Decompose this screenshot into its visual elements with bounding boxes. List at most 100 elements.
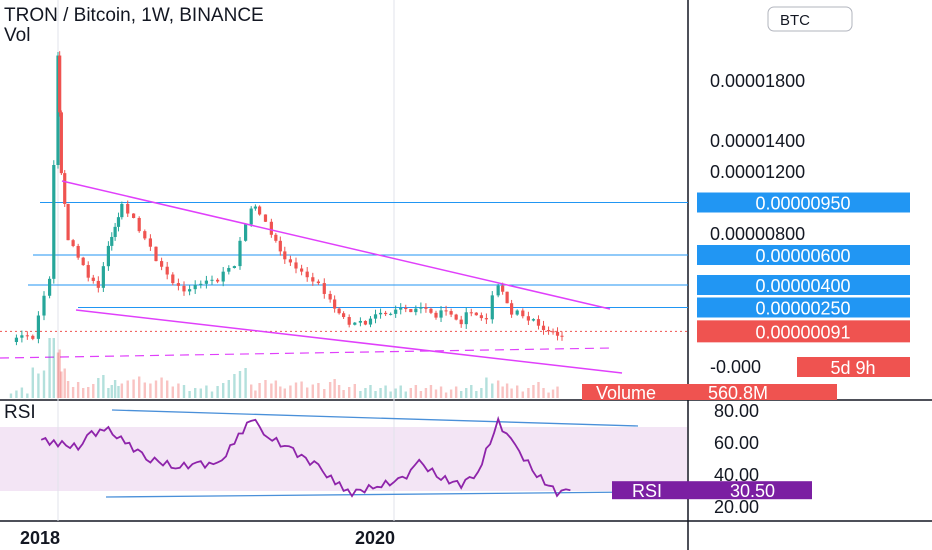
candle-body — [269, 221, 273, 235]
volume-bar — [404, 391, 407, 398]
rsi-current-value: 30.50 — [730, 481, 775, 501]
volume-bar — [434, 389, 438, 398]
volume-bar — [9, 393, 13, 398]
volume-bar — [399, 385, 402, 398]
volume-bar — [138, 376, 141, 398]
volume-bar — [154, 380, 158, 398]
volume-bar — [439, 386, 443, 398]
candle-body — [384, 312, 388, 315]
volume-bar — [233, 374, 236, 398]
volume-bar — [470, 385, 473, 398]
volume-bar — [199, 388, 202, 398]
candle-body — [113, 226, 117, 237]
rsi-axis-tick: 60.00 — [714, 433, 759, 453]
trendlines — [61, 180, 623, 374]
candle-body — [434, 312, 438, 318]
candle-body — [42, 295, 46, 316]
volume-bar — [171, 386, 174, 398]
price-axis-tick: 0.00001200 — [710, 162, 805, 182]
volume-bar — [87, 387, 90, 398]
rsi-current-tag — [612, 481, 812, 500]
volume-bar — [323, 389, 326, 398]
candle-body — [449, 311, 453, 315]
volume-bar — [264, 380, 267, 398]
volume-bar — [92, 384, 95, 398]
candle-body — [52, 165, 56, 279]
volume-bar — [364, 388, 367, 398]
last-price-label: 0.00000091 — [755, 322, 850, 342]
volume-bar — [521, 391, 524, 398]
volume-bar — [379, 388, 382, 398]
volume-bar — [71, 387, 75, 398]
candle-body — [14, 337, 19, 342]
candle-body — [363, 320, 368, 325]
candle-body — [526, 316, 530, 321]
volume-bar — [56, 352, 60, 398]
rsi-axis-tick: 40.00 — [714, 465, 759, 485]
candle-body — [521, 310, 525, 317]
volume-bar — [300, 381, 303, 398]
candle-body — [126, 203, 130, 214]
candle-body — [48, 278, 52, 296]
volume-bar — [76, 382, 80, 398]
horizontal-levels: 0.00000950 0.00000600 0.00000400 0.00000250 — [0, 192, 910, 359]
candle-body — [116, 217, 121, 227]
volume-bar — [227, 380, 230, 398]
level-tag — [697, 297, 910, 318]
candle-body — [515, 310, 519, 315]
x-tick-2020: 2020 — [355, 528, 395, 548]
countdown-tag — [797, 357, 910, 377]
candle-body — [358, 320, 362, 323]
candle-body — [86, 265, 90, 278]
volume-bar — [501, 386, 504, 398]
candle-body — [232, 266, 236, 269]
volume-bar — [306, 387, 309, 398]
volume-bar — [58, 349, 61, 398]
volume-bar — [394, 388, 397, 398]
volume-bars — [9, 338, 559, 398]
candle-body — [221, 271, 225, 282]
volume-bar — [188, 391, 191, 398]
volume-bar — [505, 383, 509, 398]
countdown-label: 5d 9h — [830, 358, 875, 378]
volume-bar — [454, 386, 458, 398]
candle-body — [227, 268, 231, 272]
candle-body — [238, 240, 242, 267]
volume-bar — [258, 383, 261, 398]
price-axis-tick: -0.000 — [710, 357, 761, 377]
volume-bar — [333, 379, 336, 398]
volume-bar — [551, 389, 555, 398]
volume-bar — [542, 388, 545, 398]
candle-body — [182, 285, 186, 292]
volume-bar — [270, 383, 273, 398]
candle-body — [531, 319, 536, 321]
price-axis-tick: 0.00001800 — [710, 71, 805, 91]
candle-body — [216, 279, 220, 282]
last-price-tag — [697, 320, 910, 343]
currency-button[interactable]: BTC — [767, 6, 853, 32]
candle-body — [278, 240, 282, 252]
volume-bar — [48, 338, 51, 398]
candle-body — [333, 299, 337, 309]
volume-bar — [342, 390, 345, 398]
rsi-line — [40, 415, 571, 498]
candle-body — [305, 271, 309, 278]
volume-bar — [311, 384, 314, 398]
volume-bar — [238, 371, 242, 398]
candle-body — [419, 307, 423, 309]
candle-body — [342, 313, 346, 318]
candles — [14, 51, 564, 346]
candle-body — [404, 307, 408, 310]
volume-tag-label: Volume — [596, 383, 656, 403]
volume-bar — [132, 379, 135, 398]
level-tag-label: 0.00000600 — [755, 246, 850, 266]
candle-body — [459, 319, 463, 325]
candle-body — [337, 308, 341, 314]
vol-label: Vol — [4, 25, 30, 46]
chart-title: TRON / Bitcoin, 1W, BINANCE — [4, 5, 264, 26]
resistance-trendline — [61, 180, 611, 310]
candle-body — [394, 309, 398, 314]
volume-bar — [126, 380, 129, 398]
volume-bar — [15, 390, 18, 398]
